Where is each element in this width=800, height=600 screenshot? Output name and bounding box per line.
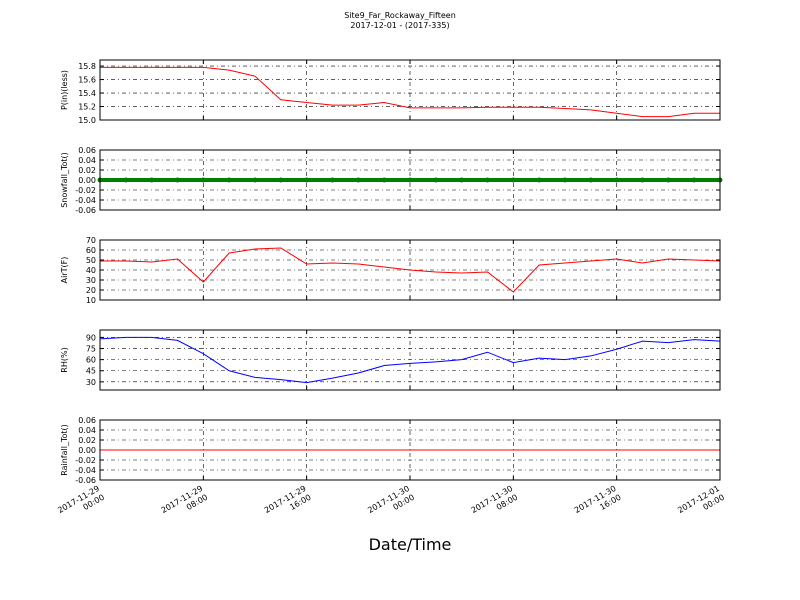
data-line [99,336,721,384]
y-tick-label: -0.04 [75,466,96,475]
y-tick-label: 15.2 [78,103,96,112]
y-tick-label: 75 [86,345,96,354]
y-tick-label: 30 [86,378,96,387]
y-tick-label: 60 [86,356,96,365]
x-tick-label: 2017-11-2900:00 [56,484,106,524]
y-tick-label: 0.06 [78,416,96,425]
data-point [536,177,542,183]
y-tick-label: 15.0 [78,116,96,125]
chart-title: Site9_Far_Rockaway_Fifteen [344,11,456,20]
data-point [459,177,465,183]
y-tick-label: -0.04 [75,196,96,205]
plot-frame [99,149,721,211]
data-point [433,177,439,183]
data-point [510,177,516,183]
data-point [485,177,490,183]
plot-frame [99,239,721,301]
x-tick-label: 2017-11-3016:00 [573,484,623,524]
y-tick-label: 20 [86,286,96,295]
data-point [588,177,594,183]
y-tick-label: 15.8 [78,62,96,71]
data-point [278,177,284,183]
data-point [665,177,671,183]
y-tick-label: 15.6 [78,76,96,85]
y-tick-label: 0.06 [78,146,96,155]
data-line [100,66,720,118]
y-tick-label: 50 [86,256,96,265]
y-axis-label: RH(%) [60,347,69,372]
y-tick-label: -0.06 [75,206,96,215]
plot-frame [99,419,721,481]
y-tick-label: 45 [86,367,96,376]
y-tick-label: 0.02 [78,166,96,175]
plot-frame [99,59,721,121]
y-axis-label: Snowfall_Tot() [60,152,69,208]
data-point [149,177,155,183]
data-point [614,177,620,183]
y-tick-label: 15.4 [78,89,96,98]
y-tick-label: -0.02 [75,456,96,465]
y-tick-label: 0.04 [78,156,96,165]
x-tick-label: 2017-11-2908:00 [160,484,210,524]
data-point [200,177,206,183]
data-point [175,177,180,183]
data-point [330,177,335,183]
x-tick-label: 2017-11-3008:00 [470,484,520,524]
y-tick-label: 40 [86,266,96,275]
chart-subtitle: 2017-12-01 - (2017-335) [350,21,449,30]
data-point [123,177,129,183]
x-tick-label: 2017-11-3000:00 [366,484,416,524]
y-tick-label: 0.02 [78,436,96,445]
y-tick-label: 30 [86,276,96,285]
data-point [407,177,413,183]
data-point [304,177,310,183]
data-point [226,177,232,183]
y-tick-label: 60 [86,246,96,255]
data-point [640,177,645,183]
y-tick-label: 90 [86,333,96,342]
y-axis-label: Rainfall_Tot() [60,424,69,476]
y-tick-label: 0.04 [78,426,96,435]
y-axis-label: P(in)(less) [60,70,69,110]
data-point [252,177,258,183]
data-point [355,177,361,183]
y-tick-label: 0.00 [78,176,96,185]
data-point [562,177,568,183]
data-point [691,177,697,183]
data-point [381,177,387,183]
y-axis-label: AirT(F) [60,257,69,284]
y-tick-label: -0.06 [75,476,96,485]
y-tick-label: 0.00 [78,446,96,455]
data-line [100,247,721,293]
x-tick-label: 2017-12-0100:00 [676,484,726,524]
plot-frame [99,329,721,391]
y-tick-label: 70 [86,236,96,245]
x-axis-label: Date/Time [369,535,452,554]
x-tick-label: 2017-11-2916:00 [263,484,313,524]
y-tick-label: 10 [86,296,96,305]
y-tick-label: -0.02 [75,186,96,195]
